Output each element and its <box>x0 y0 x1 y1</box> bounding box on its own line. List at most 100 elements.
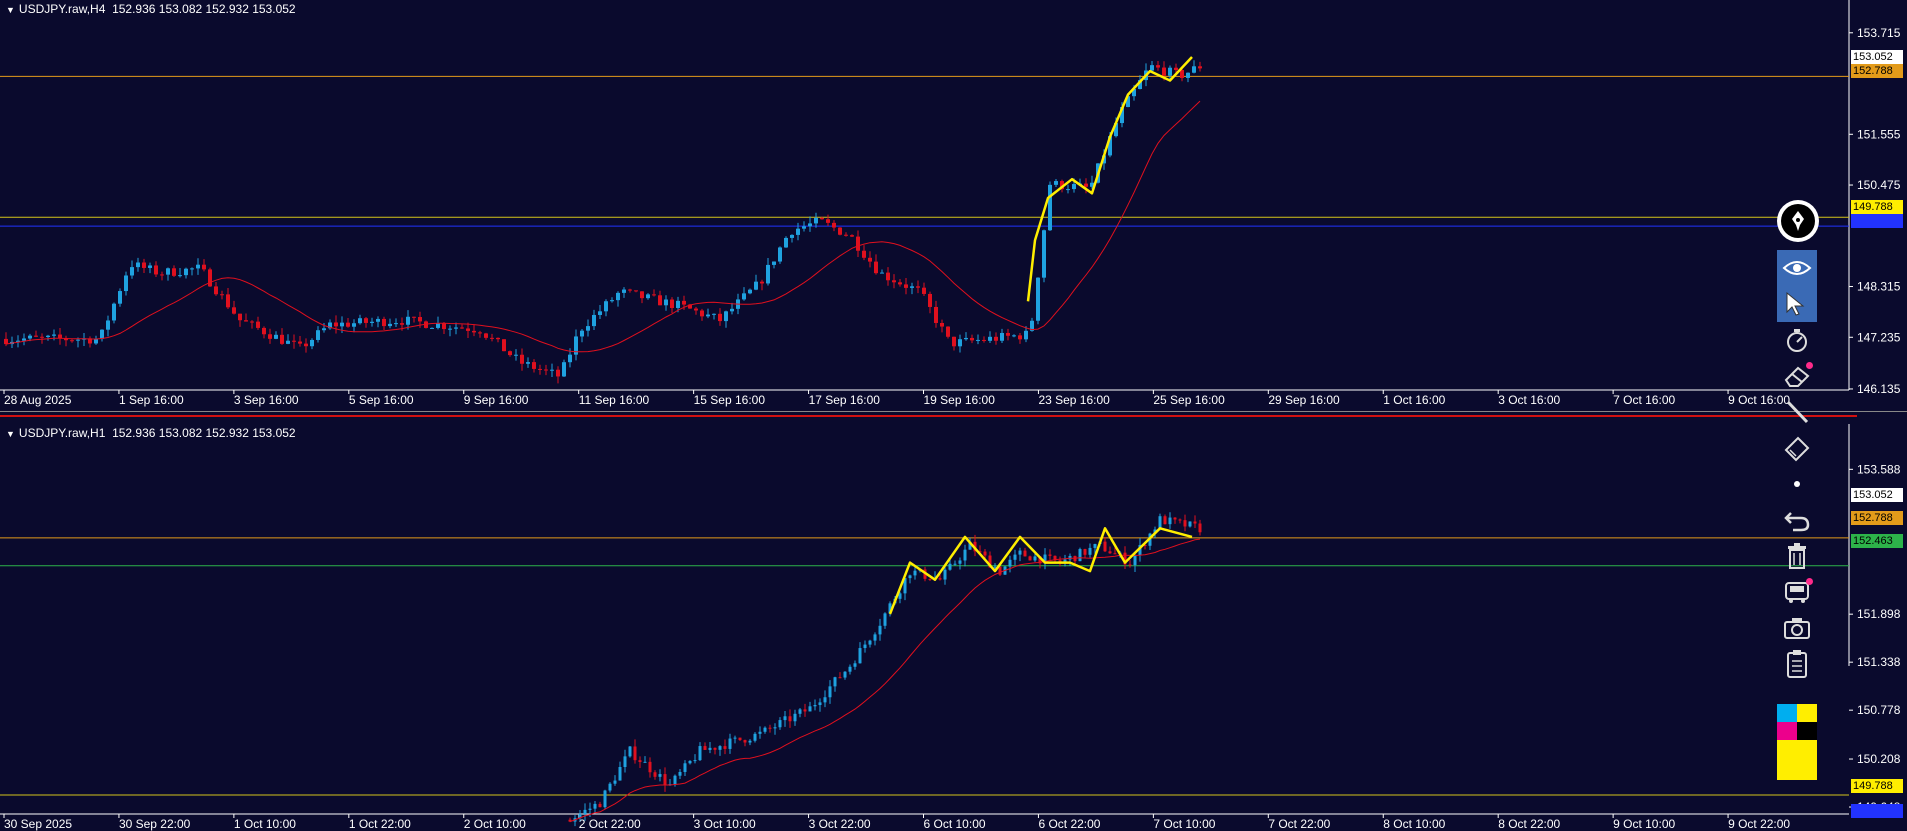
candle-body <box>1120 107 1124 124</box>
candle-body <box>28 335 32 339</box>
candle-body <box>1158 516 1162 530</box>
candle-body <box>250 321 254 323</box>
candle-body <box>448 328 452 330</box>
candle-body <box>76 339 80 341</box>
candle-body <box>618 767 622 781</box>
time-label: 11 Sep 16:00 <box>579 393 650 407</box>
candle-body <box>1006 332 1010 336</box>
candle-body <box>1068 555 1072 560</box>
candle-body <box>202 264 206 270</box>
collapse-triangle-icon[interactable]: ▼ <box>6 429 15 439</box>
candle-body <box>940 322 944 327</box>
candle-body <box>683 763 687 772</box>
candle-body <box>310 339 314 347</box>
candle-body <box>724 311 728 322</box>
candle-body <box>364 318 368 323</box>
h4-chart-canvas[interactable]: 153.715 151.555 150.475 148.315 147.235 146.1… <box>0 0 1907 411</box>
candle-body <box>1186 72 1190 78</box>
candle-body <box>22 338 26 341</box>
candle-body <box>658 774 662 777</box>
h4-current-price-tag: 153.052 <box>1851 50 1903 64</box>
candle-body <box>613 780 617 784</box>
candle-body <box>728 738 732 749</box>
candle-body <box>1138 80 1142 90</box>
cursor-icon[interactable] <box>1777 286 1817 322</box>
candle-body <box>708 747 712 750</box>
time-label: 3 Sep 16:00 <box>234 393 299 407</box>
time-label: 9 Oct 10:00 <box>1613 817 1675 831</box>
candle-body <box>586 326 590 331</box>
eraser-icon[interactable] <box>1777 358 1817 394</box>
h1-chart-canvas[interactable]: 153.588151.898151.338150.778150.208149.6… <box>0 424 1907 831</box>
candle-body <box>643 761 647 763</box>
candle-body <box>1163 516 1167 525</box>
freehand-drawing <box>1026 56 1193 302</box>
pen-mode-badge[interactable] <box>1777 200 1819 242</box>
collapse-triangle-icon[interactable]: ▼ <box>6 5 15 15</box>
candle-body <box>40 336 44 338</box>
candle-body <box>58 334 62 339</box>
candle-body <box>1123 552 1127 565</box>
candle-body <box>616 292 620 301</box>
candle-body <box>358 318 362 324</box>
time-label: 1 Oct 16:00 <box>1383 393 1445 407</box>
fountain-pen-icon <box>1792 211 1804 231</box>
time-label: 30 Sep 22:00 <box>119 817 191 831</box>
candle-body <box>802 226 806 229</box>
candle-body <box>1000 332 1004 341</box>
candle-body <box>868 640 872 645</box>
candle-body <box>603 790 607 808</box>
candle-body <box>958 560 962 564</box>
candle-body <box>1018 550 1022 555</box>
candle-body <box>184 268 188 276</box>
time-label: 7 Oct 10:00 <box>1153 817 1215 831</box>
time-label: 25 Sep 16:00 <box>1153 393 1225 407</box>
candle-body <box>382 318 386 327</box>
camera-icon[interactable] <box>1777 610 1817 646</box>
pane-splitter[interactable] <box>0 411 1907 425</box>
eye-icon[interactable] <box>1777 250 1817 286</box>
candle-body <box>913 570 917 576</box>
notification-dot <box>1806 362 1813 369</box>
time-label: 28 Aug 2025 <box>4 393 72 407</box>
line-icon[interactable] <box>1777 394 1817 430</box>
candle-body <box>892 280 896 283</box>
candle-body <box>154 265 158 275</box>
candle-body <box>593 803 597 809</box>
candle-body <box>412 316 416 318</box>
clipboard-icon[interactable] <box>1777 646 1817 682</box>
candle-body <box>34 335 38 337</box>
candle-body <box>578 813 582 819</box>
candle-body <box>743 740 747 743</box>
candle-body <box>1133 555 1137 566</box>
stopwatch-icon[interactable] <box>1777 322 1817 358</box>
candle-body <box>1150 65 1154 71</box>
dot-icon[interactable] <box>1777 466 1817 502</box>
time-label: 30 Sep 2025 <box>4 817 72 831</box>
chart-pane-h1[interactable]: 153.588151.898151.338150.778150.208149.6… <box>0 424 1907 831</box>
candle-body <box>838 677 842 679</box>
candle-body <box>64 338 68 341</box>
candle-body <box>100 329 104 339</box>
candle-body <box>928 293 932 307</box>
candle-body <box>798 709 802 714</box>
undo-icon[interactable] <box>1777 502 1817 538</box>
time-label: 8 Oct 22:00 <box>1498 817 1560 831</box>
candle-body <box>532 362 536 369</box>
candle-body <box>903 578 907 594</box>
chart-pane-h4[interactable]: 153.715 151.555 150.475 148.315 147.235 146.1… <box>0 0 1907 411</box>
candle-body <box>976 339 980 341</box>
trash-icon[interactable] <box>1777 538 1817 574</box>
candle-body <box>698 746 702 761</box>
candle-body <box>730 308 734 312</box>
candle-body <box>853 663 857 667</box>
bus-icon[interactable] <box>1777 574 1817 610</box>
candle-body <box>484 333 488 338</box>
candle-body <box>418 317 422 322</box>
candle-body <box>848 666 852 672</box>
candle-body <box>982 339 986 341</box>
palette-icon[interactable] <box>1777 704 1817 780</box>
candle-body <box>712 313 716 315</box>
candle-body <box>460 327 464 329</box>
ruler-icon[interactable] <box>1777 430 1817 466</box>
